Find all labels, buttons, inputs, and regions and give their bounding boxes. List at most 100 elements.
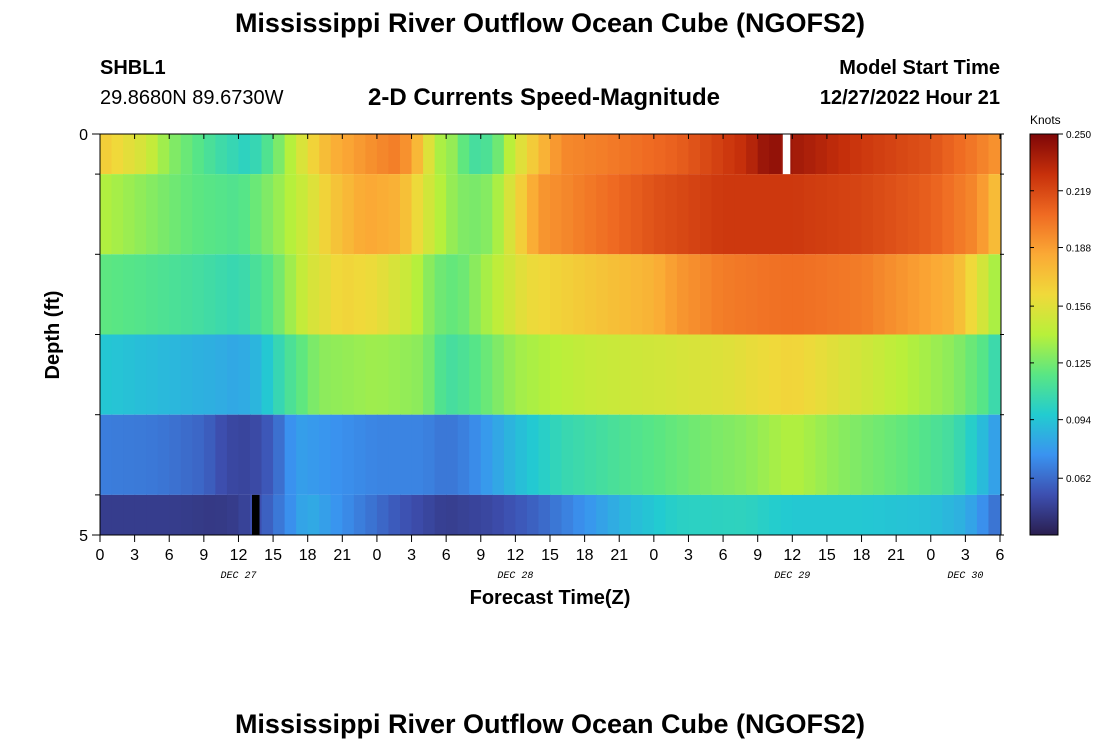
heatmap-cell [896,414,909,495]
x-axis-title: Forecast Time(Z) [470,587,631,609]
heatmap-cell [469,334,482,415]
heatmap-cell [619,494,632,535]
heatmap-cell [826,254,840,335]
heatmap-cell [365,174,378,255]
heatmap-cell [953,414,966,495]
heatmap-cell [965,494,978,535]
heatmap-cell [296,334,309,415]
heatmap-cell [146,174,159,255]
missing-cell [782,134,791,175]
heatmap-cell [203,174,216,255]
heatmap-cell [619,414,632,495]
heatmap-cell [792,174,805,255]
heatmap-cell [134,494,147,535]
heatmap-cell [700,134,713,175]
heatmap-cell [953,334,966,415]
heatmap-cell [607,494,620,535]
heatmap-cell [180,174,193,255]
heatmap-cell [769,414,782,495]
heatmap-cell [746,494,759,535]
heatmap-cell [400,254,413,335]
heatmap-cell [284,334,297,415]
heatmap-cell [619,134,632,175]
heatmap-cell [780,334,793,415]
heatmap-cell [273,334,286,415]
heatmap-cell [607,414,620,495]
heatmap-cell [296,174,309,255]
heatmap-cell [642,174,655,255]
heatmap-cell [296,414,309,495]
heatmap-cell [573,334,586,415]
x-tick-label: 12 [506,547,524,564]
heatmap-cell [515,174,528,255]
heatmap-cell [584,174,597,255]
heatmap-cell [123,254,136,335]
heatmap-cell [180,494,193,535]
heatmap-cell [665,254,678,335]
heatmap-cell [884,134,897,175]
heatmap-cell [676,494,690,535]
heatmap-cell [896,494,909,535]
heatmap-cell [423,254,436,335]
heatmap-cell [492,254,505,335]
heatmap-cell [123,334,136,415]
heatmap-cell [792,494,805,535]
heatmap-cell [550,494,563,535]
heatmap-cell [180,134,193,175]
heatmap-cell [503,134,516,175]
colorbar-tick-label: 0.062 [1066,474,1091,485]
heatmap-cell [480,494,493,535]
heatmap-cell [676,134,690,175]
heatmap-cell [780,254,793,335]
heatmap-cell [884,254,897,335]
heatmap-cell [100,134,113,175]
heatmap-cell [607,334,620,415]
heatmap-cell [123,134,136,175]
heatmap-cell [111,134,124,175]
heatmap-cell [388,334,401,415]
heatmap-cell [192,334,205,415]
heatmap-cell [873,334,886,415]
heatmap-cell [734,414,747,495]
heatmap-cell [215,494,228,535]
heatmap-cell [596,254,609,335]
heatmap-cell [896,254,909,335]
heatmap-cell [826,174,840,255]
heatmap-cell [942,254,955,335]
heatmap-cell [815,494,828,535]
heatmap-cell [457,134,470,175]
x-tick-label: 6 [165,547,174,564]
x-tick-label: 12 [783,547,801,564]
heatmap-cell [780,414,793,495]
heatmap-cell [100,334,113,415]
heatmap-cell [376,494,390,535]
heatmap-cell [826,334,840,415]
heatmap-cell [676,414,690,495]
heatmap-cell [123,174,136,255]
heatmap-cell [953,254,966,335]
heatmap-cell [192,174,205,255]
heatmap-cell [353,494,366,535]
heatmap-cell [226,134,240,175]
heatmap-cell [607,134,620,175]
heatmap-cells [100,134,1001,535]
heatmap-cell [988,334,1001,415]
heatmap-cell [550,414,563,495]
heatmap-cell [480,174,493,255]
heatmap-cell [261,334,274,415]
heatmap-cell [226,174,240,255]
heatmap-cell [573,134,586,175]
heatmap-cell [838,494,851,535]
x-tick-label: 15 [264,547,282,564]
heatmap-cell [607,174,620,255]
heatmap-cell [688,254,701,335]
heatmap-cell [700,494,713,535]
heatmap-cell [434,254,447,335]
heatmap-cell [976,334,990,415]
heatmap-cell [480,334,493,415]
heatmap-cell [873,174,886,255]
heatmap-cell [769,334,782,415]
heatmap-cell [838,174,851,255]
heatmap-cell [642,134,655,175]
heatmap-cell [676,174,690,255]
